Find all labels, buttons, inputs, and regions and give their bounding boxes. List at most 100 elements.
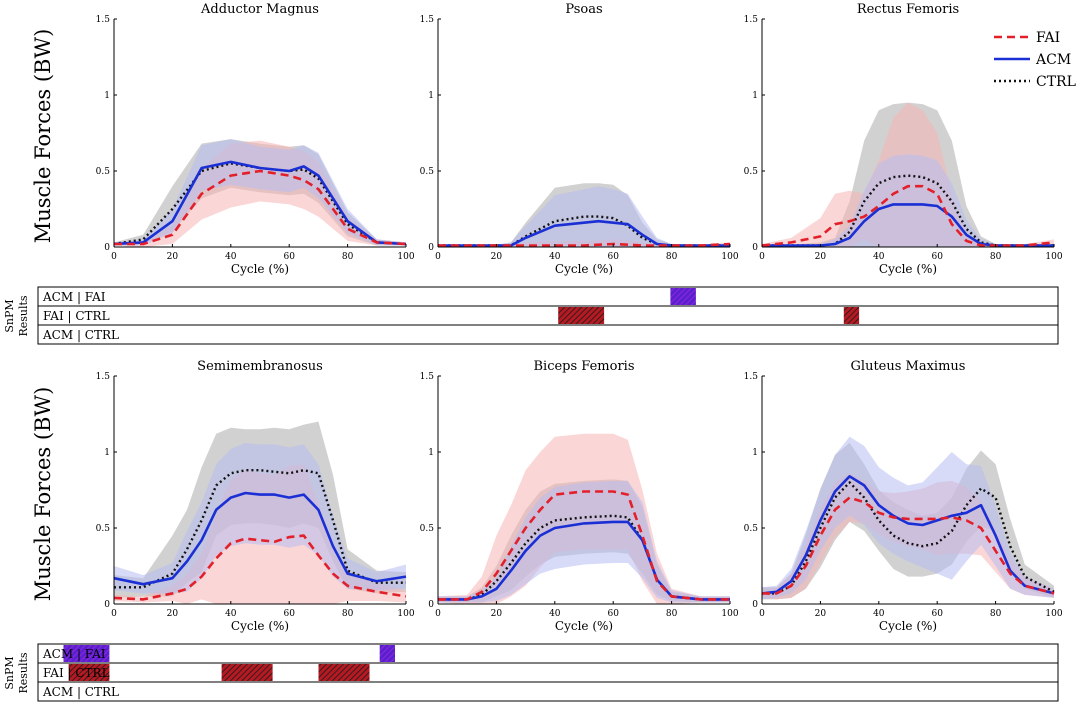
chart-panel: 0 0.5 1 1.5 0 20 40 60 80 100 Cycle (%) Gluteus Max…	[744, 359, 1063, 633]
snpm-row-label: FAI | CTRL	[43, 666, 110, 680]
mean-lines	[113, 469, 407, 601]
x-tick-label: 60	[931, 609, 943, 619]
legend-label-ctrl: CTRL	[1036, 74, 1076, 90]
sd-band-acm	[762, 154, 1054, 247]
sd-band-acm	[114, 442, 406, 594]
y-tick-label: 0	[428, 243, 434, 253]
snpm-significance-mark	[68, 664, 110, 681]
series-line-fai	[438, 490, 730, 601]
snpm-label-line2: Results	[17, 295, 30, 336]
series-line-fai	[114, 169, 407, 246]
y-tick-label: 0	[752, 243, 758, 253]
series-line-acm	[113, 160, 407, 246]
x-tick-label: 40	[549, 252, 561, 262]
y-tick-label: 0	[752, 600, 758, 610]
x-tick-label: 40	[873, 609, 885, 619]
x-tick-label: 40	[225, 252, 237, 262]
x-tick-label: 80	[990, 252, 1002, 262]
x-tick-label: 100	[1045, 252, 1062, 262]
x-tick-label: 20	[167, 609, 179, 619]
chart-title: Semimembranosus	[197, 359, 323, 374]
sd-band-fai	[114, 140, 406, 247]
x-tick-label: 40	[873, 252, 885, 262]
series-line-fai	[113, 534, 407, 601]
snpm-row-label: FAI | CTRL	[43, 309, 110, 323]
sd-bands	[114, 139, 406, 247]
chart-panel: 0 0.5 1 1.5 0 20 40 60 80 100 Cycle (%) Semimembran…	[96, 359, 415, 633]
snpm-significance-mark	[558, 307, 605, 324]
legend: FAI ACM CTRL	[994, 30, 1076, 90]
mean-lines	[761, 174, 1055, 247]
y-tick-label: 1.5	[420, 15, 435, 25]
chart-title: Gluteus Maximus	[851, 359, 966, 374]
snpm-significance-mark	[318, 664, 370, 681]
mean-lines	[113, 160, 407, 246]
sd-bands	[438, 433, 730, 604]
x-axis-label: Cycle (%)	[879, 619, 937, 633]
y-tick-label: 1.5	[744, 15, 759, 25]
snpm-label-line1: SnPM	[3, 299, 16, 332]
x-tick-label: 20	[815, 609, 827, 619]
snpm-row-label: ACM | CTRL	[42, 328, 119, 342]
x-tick-label: 0	[111, 252, 117, 262]
x-axis-label: Cycle (%)	[555, 262, 613, 276]
y-tick-label: 0	[104, 600, 110, 610]
snpm-significance-mark	[843, 307, 860, 324]
snpm-significance-mark	[670, 288, 696, 305]
x-tick-label: 60	[607, 252, 619, 262]
y-tick-label: 1	[104, 448, 110, 458]
series-line-acm	[761, 474, 1055, 595]
y-axis-label-bottom: Muscle Forces (BW)	[31, 387, 55, 602]
x-tick-label: 80	[990, 609, 1002, 619]
y-tick-label: 1.5	[420, 372, 435, 382]
x-tick-label: 60	[283, 609, 295, 619]
sd-bands	[438, 183, 730, 247]
chart-title: Rectus Femoris	[857, 2, 959, 17]
y-tick-label: 1	[428, 448, 434, 458]
y-axis-label-top: Muscle Forces (BW)	[31, 29, 55, 244]
x-tick-label: 100	[721, 609, 738, 619]
snpm-row	[37, 305, 1059, 326]
x-tick-label: 100	[397, 252, 414, 262]
snpm-significance-mark	[221, 664, 273, 681]
x-tick-label: 80	[666, 252, 678, 262]
x-tick-label: 40	[225, 609, 237, 619]
series-line-fai	[762, 496, 1055, 595]
snpm-row	[37, 286, 1059, 307]
y-tick-label: 0.5	[744, 524, 759, 534]
x-tick-label: 20	[815, 252, 827, 262]
chart-panel: 0 0.5 1 1.5 0 20 40 60 80 100 Cycle (%) Psoas	[420, 2, 739, 276]
snpm-row-label: ACM | CTRL	[42, 685, 119, 699]
series-line-ctrl	[114, 469, 406, 589]
y-tick-label: 1	[752, 448, 758, 458]
snpm-results: ACM | FAI FAI | CTRL ACM | CTRL ACM | FAI FA…	[37, 286, 1059, 702]
chart-panel: 0 0.5 1 1.5 0 20 40 60 80 100 Cycle (%) Biceps Femo…	[420, 359, 739, 633]
series-line-fai	[438, 242, 731, 247]
y-tick-label: 1	[428, 91, 434, 101]
x-tick-label: 20	[491, 609, 503, 619]
x-tick-label: 80	[342, 252, 354, 262]
chart-title: Biceps Femoris	[533, 359, 634, 374]
legend-label-acm: ACM	[1035, 52, 1071, 68]
x-tick-label: 20	[167, 252, 179, 262]
y-tick-label: 0	[104, 243, 110, 253]
series-line-ctrl	[113, 162, 407, 246]
x-tick-label: 60	[931, 252, 943, 262]
y-tick-label: 0.5	[420, 167, 435, 177]
snpm-significance-mark	[379, 645, 395, 662]
snpm-row	[37, 681, 1059, 702]
chart-panel: 0 0.5 1 1.5 0 20 40 60 80 100 Cycle (%) Adductor Ma…	[96, 2, 415, 276]
snpm-row	[37, 643, 1059, 664]
y-tick-label: 1.5	[744, 372, 759, 382]
y-tick-label: 0.5	[744, 167, 759, 177]
series-line-fai	[761, 184, 1055, 247]
y-tick-label: 1.5	[96, 372, 111, 382]
snpm-label-line1: SnPM	[3, 656, 16, 689]
x-axis-label: Cycle (%)	[231, 262, 289, 276]
series-line-ctrl	[762, 481, 1055, 595]
snpm-row	[37, 324, 1059, 345]
x-tick-label: 0	[111, 609, 117, 619]
x-tick-label: 80	[342, 609, 354, 619]
snpm-block: ACM | FAI FAI | CTRL ACM | CTRL	[37, 643, 1059, 702]
